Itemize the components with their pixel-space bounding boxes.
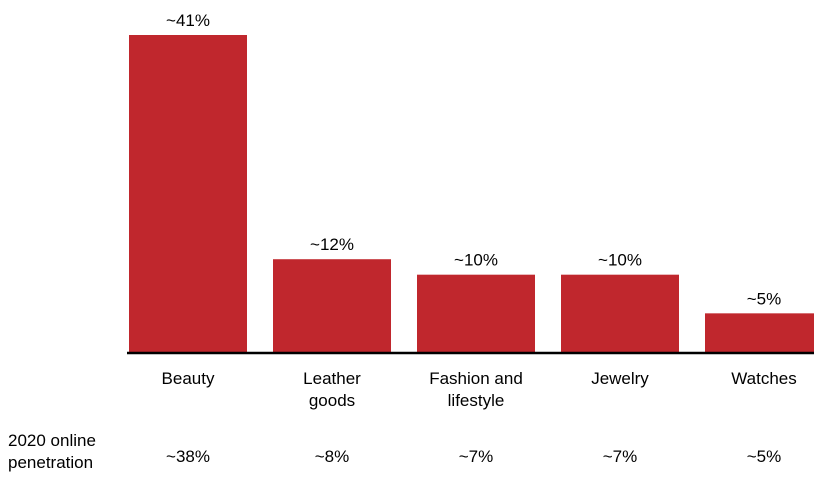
category-label-0: Beauty <box>162 369 215 388</box>
value-label-3: ~10% <box>598 251 642 270</box>
penetration-label-line2: penetration <box>8 453 94 472</box>
penetration-value-3: ~7% <box>603 447 638 466</box>
value-labels-group: ~41% ~12% ~10% ~10% ~5% <box>166 11 781 308</box>
value-label-4: ~5% <box>747 289 782 308</box>
penetration-value-4: ~5% <box>747 447 782 466</box>
category-label-4: Watches <box>731 369 797 388</box>
penetration-value-2: ~7% <box>459 447 494 466</box>
category-label-2: Fashion and lifestyle <box>429 369 523 410</box>
value-label-2: ~10% <box>454 251 498 270</box>
penetration-values-group: ~38% ~8% ~7% ~7% ~5% <box>166 447 781 466</box>
penetration-value-0: ~38% <box>166 447 210 466</box>
bar-2 <box>417 274 535 352</box>
bar-0 <box>129 35 247 352</box>
category-label-1: Leather goods <box>303 369 361 410</box>
category-labels-group: Beauty Leather goods Fashion and lifestyle Je… <box>162 369 797 410</box>
bars-group <box>129 35 814 352</box>
penetration-label-line1: 2020 online <box>8 431 96 450</box>
bar-4 <box>705 313 814 352</box>
value-label-1: ~12% <box>310 235 354 254</box>
bar-1 <box>273 259 391 352</box>
value-label-0: ~41% <box>166 11 210 30</box>
category-label-3: Jewelry <box>591 369 649 388</box>
bar-3 <box>561 274 679 352</box>
penetration-row-label: 2020 online penetration <box>8 430 96 474</box>
penetration-value-1: ~8% <box>315 447 350 466</box>
